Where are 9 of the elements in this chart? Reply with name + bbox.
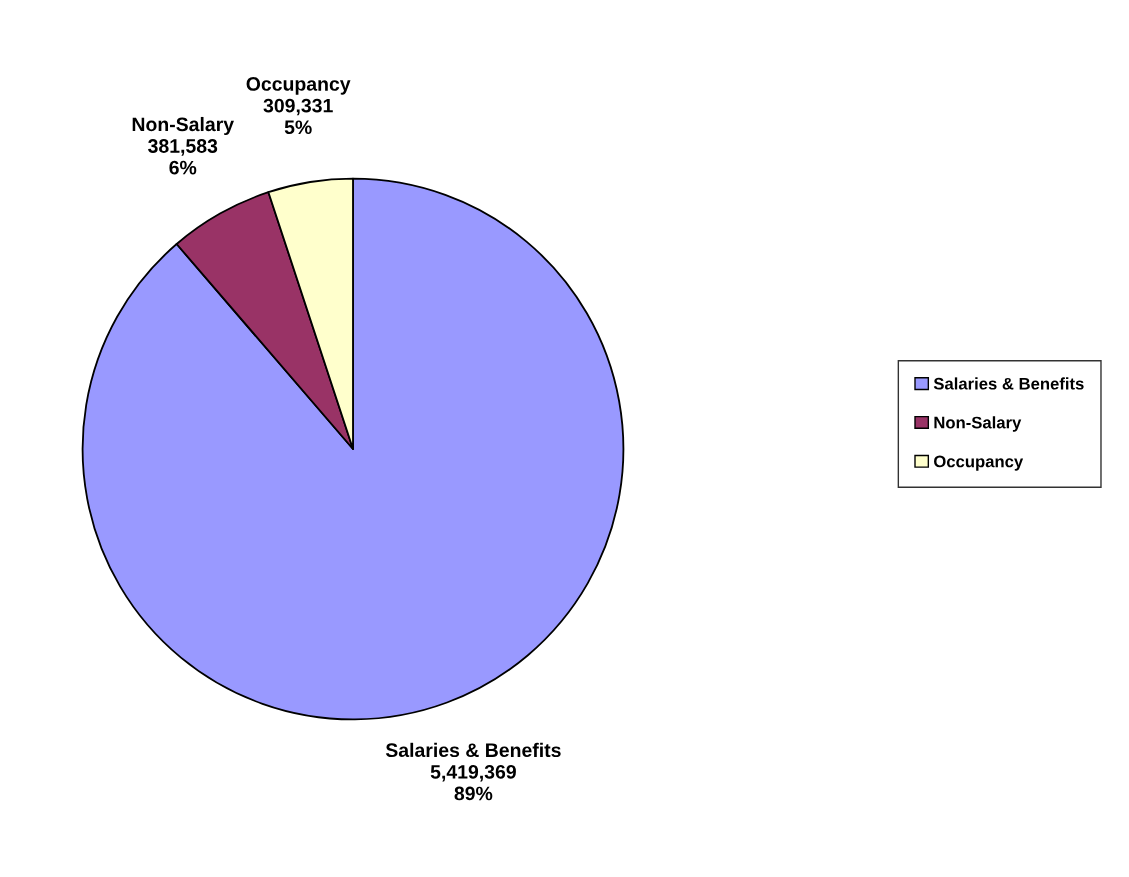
- slice-label: Non-Salary: [132, 116, 234, 136]
- data-label: 381,583 6%: [148, 139, 218, 175]
- data-label: 309,331 5%: [263, 98, 333, 135]
- slice-label: Salaries & Benefits: [385, 742, 561, 758]
- legend-label: Non-Salary: [934, 416, 1022, 432]
- slice-label: Occupancy: [246, 77, 351, 95]
- legend-label: Occupancy: [934, 455, 1024, 471]
- legend-label: Salaries & Benefits: [933, 377, 1084, 390]
- data-label: 5,419,369 89%: [430, 764, 516, 801]
